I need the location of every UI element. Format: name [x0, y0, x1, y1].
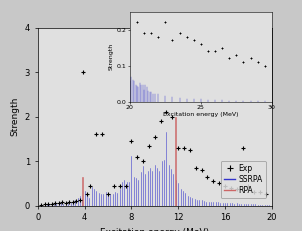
Point	[42, 202, 47, 206]
X-axis label: Excitation energy (MeV): Excitation energy (MeV)	[163, 112, 239, 116]
Point	[205, 175, 210, 179]
Point	[170, 115, 175, 119]
Point	[141, 159, 146, 163]
Point	[77, 198, 82, 202]
Point	[241, 60, 246, 64]
Point	[234, 53, 239, 57]
Point	[191, 39, 196, 42]
Point	[246, 184, 251, 187]
Point	[223, 184, 227, 187]
Point	[134, 21, 139, 24]
Point	[142, 31, 146, 35]
Point	[176, 146, 181, 150]
Point	[106, 193, 111, 196]
Point	[234, 187, 239, 191]
Point	[177, 31, 182, 35]
X-axis label: Excitation energy (MeV): Excitation energy (MeV)	[100, 228, 209, 231]
Point	[199, 168, 204, 172]
Y-axis label: Strength: Strength	[109, 43, 114, 70]
Point	[205, 49, 210, 53]
Point	[117, 185, 122, 188]
Point	[240, 146, 245, 150]
Point	[63, 201, 68, 205]
Point	[81, 70, 86, 74]
Point	[70, 200, 75, 204]
Point	[198, 42, 203, 46]
Point	[53, 201, 58, 205]
Point	[227, 57, 232, 60]
Point	[170, 39, 175, 42]
Point	[220, 46, 224, 49]
Point	[39, 203, 44, 207]
Point	[100, 133, 104, 136]
Point	[129, 139, 134, 143]
Y-axis label: Strength: Strength	[10, 97, 19, 136]
Point	[188, 148, 192, 152]
Point	[67, 201, 72, 204]
Point	[182, 146, 186, 150]
Point	[228, 186, 233, 190]
Point	[85, 192, 89, 195]
Point	[146, 144, 151, 147]
Point	[88, 184, 93, 187]
Point	[135, 155, 140, 158]
Point	[252, 190, 257, 194]
Point	[60, 201, 65, 204]
Point	[184, 35, 189, 39]
Point	[217, 182, 222, 185]
Point	[262, 64, 267, 67]
Point	[158, 119, 163, 123]
Point	[149, 31, 153, 35]
Point	[74, 199, 79, 203]
Point	[156, 35, 161, 39]
Point	[163, 21, 168, 24]
Point	[49, 202, 54, 206]
Legend: Exp, SSRPA, RPA: Exp, SSRPA, RPA	[221, 161, 266, 198]
Point	[255, 60, 260, 64]
Point	[153, 135, 157, 139]
Point	[111, 185, 116, 188]
Point	[258, 190, 262, 194]
Point	[248, 57, 253, 60]
Point	[193, 166, 198, 170]
Point	[46, 202, 51, 206]
Point	[94, 133, 99, 136]
Point	[56, 201, 61, 205]
Point	[264, 193, 268, 196]
Point	[123, 184, 128, 187]
Point	[164, 110, 169, 114]
Point	[213, 49, 217, 53]
Point	[211, 179, 216, 183]
